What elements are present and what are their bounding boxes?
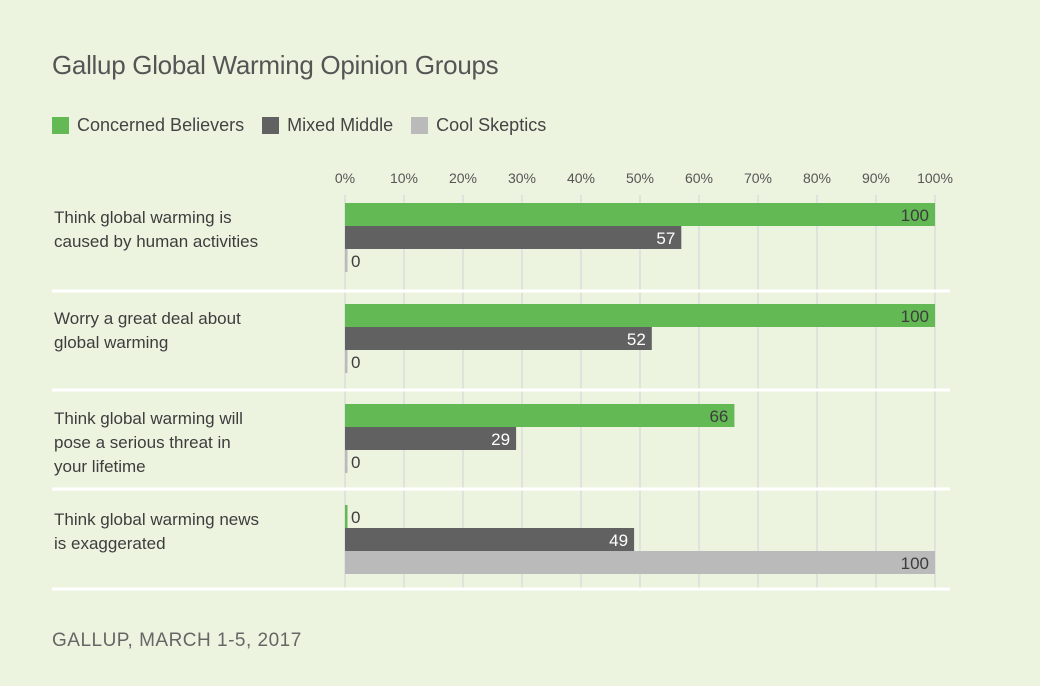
category-label: Think global warming news: [54, 510, 259, 529]
x-tick-label: 40%: [567, 170, 595, 186]
bar-cool-skeptics: [345, 249, 348, 272]
x-tick-label: 100%: [917, 170, 953, 186]
category-label: pose a serious threat in: [54, 433, 231, 452]
bar-concerned-believers: [345, 505, 348, 528]
legend-swatch-mixed-middle: [262, 117, 280, 134]
data-label: 0: [351, 453, 360, 472]
category-label: caused by human activities: [54, 232, 258, 251]
legend: Concerned Believers Mixed Middle Cool Sk…: [52, 115, 564, 136]
legend-swatch-concerned-believers: [52, 117, 69, 134]
data-label: 0: [351, 508, 360, 527]
bar-cool-skeptics: [345, 450, 348, 473]
source-note: GALLUP, MARCH 1-5, 2017: [52, 630, 302, 651]
x-tick-label: 70%: [744, 170, 772, 186]
data-label: 49: [609, 531, 628, 550]
x-tick-label: 50%: [626, 170, 654, 186]
x-tick-label: 80%: [803, 170, 831, 186]
category-label: Worry a great deal about: [54, 309, 241, 328]
bar-mixed-middle: [345, 327, 652, 350]
legend-item-concerned-believers: Concerned Believers: [52, 115, 244, 136]
data-label: 52: [627, 330, 646, 349]
data-label: 100: [901, 307, 929, 326]
data-label: 0: [351, 353, 360, 372]
bar-cool-skeptics: [345, 350, 348, 373]
x-tick-label: 10%: [390, 170, 418, 186]
data-label: 57: [656, 229, 675, 248]
data-label: 100: [901, 554, 929, 573]
data-label: 29: [491, 430, 510, 449]
x-tick-label: 60%: [685, 170, 713, 186]
legend-item-mixed-middle: Mixed Middle: [262, 115, 393, 136]
legend-swatch-cool-skeptics: [411, 117, 429, 134]
x-tick-label: 90%: [862, 170, 890, 186]
bar-concerned-believers: [345, 304, 935, 327]
bar-cool-skeptics: [345, 551, 935, 574]
x-tick-label: 30%: [508, 170, 536, 186]
bar-concerned-believers: [345, 404, 735, 427]
legend-label: Cool Skeptics: [436, 115, 547, 135]
category-label: Think global warming will: [54, 409, 243, 428]
x-tick-label: 20%: [449, 170, 477, 186]
legend-item-cool-skeptics: Cool Skeptics: [411, 115, 546, 136]
legend-label: Mixed Middle: [287, 115, 394, 135]
bar-concerned-believers: [345, 203, 935, 226]
category-label: is exaggerated: [54, 534, 166, 553]
x-tick-label: 0%: [335, 170, 355, 186]
category-label: Think global warming is: [54, 208, 232, 227]
bar-mixed-middle: [345, 528, 635, 551]
category-label: global warming: [54, 333, 168, 352]
chart-title: Gallup Global Warming Opinion Groups: [52, 50, 499, 80]
category-label: your lifetime: [54, 457, 146, 476]
data-label: 100: [901, 206, 929, 225]
bar-mixed-middle: [345, 427, 517, 450]
bar-mixed-middle: [345, 226, 682, 249]
data-label: 0: [351, 252, 360, 271]
data-label: 66: [709, 407, 728, 426]
legend-label: Concerned Believers: [77, 115, 245, 135]
